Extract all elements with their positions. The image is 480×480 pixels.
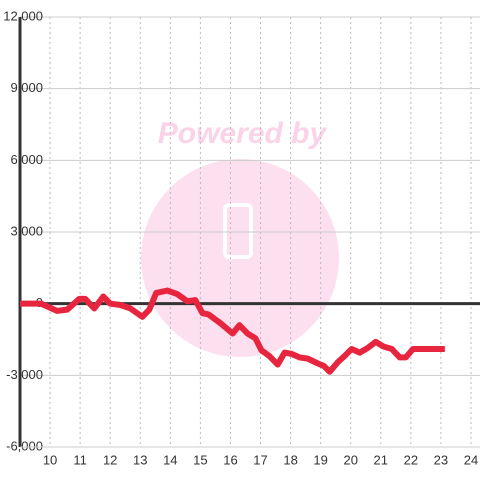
x-tick-label: 22 (404, 452, 418, 467)
watermark-icon (223, 203, 253, 259)
x-tick-label: 23 (434, 452, 448, 467)
x-tick-label: 19 (313, 452, 327, 467)
y-tick-label: -6,000 (6, 438, 43, 453)
y-tick-label: 9,000 (10, 80, 43, 95)
x-tick-label: 21 (374, 452, 388, 467)
x-tick-label: 12 (103, 452, 117, 467)
x-tick-label: 17 (253, 452, 267, 467)
data-line (20, 287, 445, 375)
x-tick-label: 18 (283, 452, 297, 467)
watermark (141, 159, 339, 357)
watermark-text: Powered by (158, 117, 328, 150)
y-tick-label: 6,000 (10, 152, 43, 167)
x-tick-label: 11 (73, 452, 87, 467)
y-tick-label: 12,000 (3, 8, 43, 23)
x-tick-label: 20 (343, 452, 357, 467)
y-tick-label: 3,000 (10, 223, 43, 238)
watermark-circle (141, 159, 339, 357)
x-tick-label: 15 (193, 452, 207, 467)
x-tick-label: 24 (464, 452, 478, 467)
x-tick-label: 10 (43, 452, 57, 467)
y-tick-label: -3,000 (6, 367, 43, 382)
x-tick-label: 13 (133, 452, 147, 467)
x-tick-label: 14 (163, 452, 177, 467)
x-tick-label: 16 (223, 452, 237, 467)
